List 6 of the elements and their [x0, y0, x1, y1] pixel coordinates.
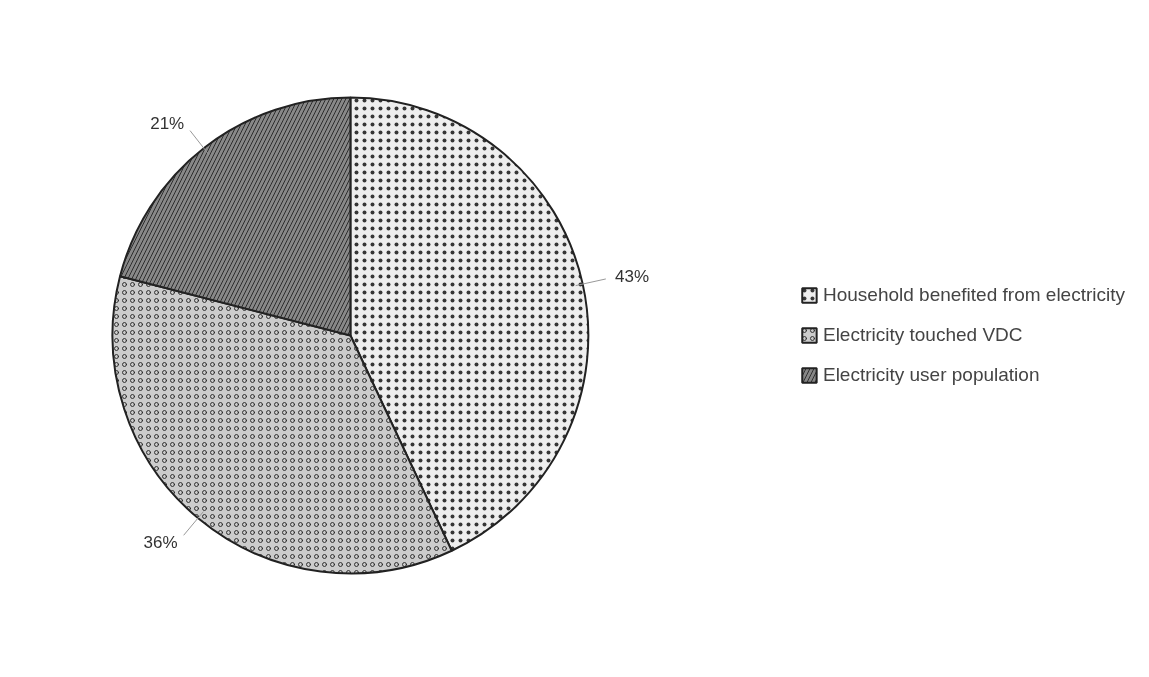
- legend-label: Household benefited from electricity: [822, 284, 1125, 306]
- legend-label: Electricity touched VDC: [822, 324, 1023, 346]
- legend-label: Electricity user population: [822, 364, 1040, 386]
- data-label: 43%: [615, 267, 650, 287]
- data-label: 36%: [143, 533, 178, 553]
- data-label: 21%: [150, 113, 185, 133]
